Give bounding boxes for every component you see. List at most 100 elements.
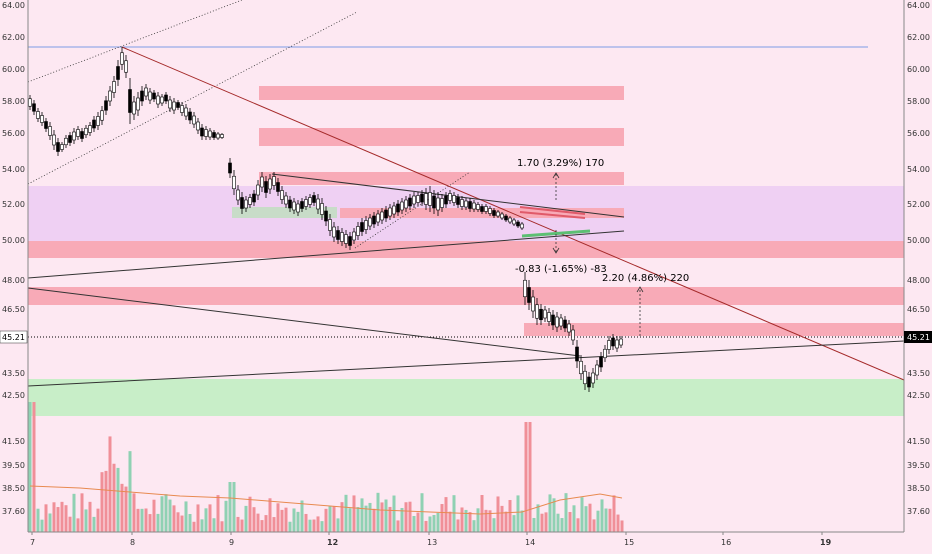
volume-bar [304, 513, 308, 532]
candle-body [308, 197, 312, 205]
candle-body [611, 337, 615, 347]
candle-body [539, 308, 543, 321]
volume-bar [340, 502, 344, 532]
volume-bar [560, 518, 564, 532]
volume-bar [488, 510, 492, 532]
candle-body [340, 232, 344, 242]
candle-body [204, 129, 208, 137]
green-pattern-line [521, 229, 591, 238]
right-tick-label: 58.00 [907, 97, 930, 106]
volume-bar [504, 511, 508, 532]
volume-bar [152, 499, 156, 532]
volume-bar [164, 494, 168, 532]
candle-body [104, 100, 108, 111]
volume-bar [324, 508, 328, 532]
volume-bar [172, 505, 176, 532]
volume-bar [276, 503, 280, 532]
volume-bar [444, 497, 448, 532]
volume-bar [428, 516, 432, 532]
volume-bar [44, 504, 48, 532]
candle-body [208, 130, 212, 138]
volume-bar [584, 506, 588, 532]
volume-bar [140, 508, 144, 532]
candle-body [156, 95, 160, 105]
candle-body [396, 203, 400, 213]
candle-body [436, 197, 440, 211]
candle-body [176, 102, 180, 108]
left-tick-label: 58.00 [2, 97, 25, 106]
volume-bar [612, 495, 616, 532]
candle-body [128, 89, 132, 113]
measure-down-label: -0.83 (-1.65%) -83 [515, 264, 607, 275]
candle-body [452, 195, 456, 203]
volume-bar [440, 504, 444, 532]
red-zone-5 [28, 241, 904, 258]
candle-body [320, 203, 324, 215]
candle-body [200, 127, 204, 137]
candle-body [615, 339, 619, 349]
candle-body [336, 230, 340, 240]
left-tick-label: 39.50 [2, 461, 25, 470]
right-tick-label: 41.50 [907, 437, 930, 446]
volume-bar [320, 521, 324, 532]
volume-bar [64, 505, 68, 532]
candle-body [120, 52, 124, 65]
volume-bar [184, 501, 188, 532]
red-zone-2 [259, 128, 624, 146]
candle-body [296, 203, 300, 213]
candle-body [240, 197, 244, 209]
volume-bar [48, 513, 52, 532]
candle-body [28, 98, 32, 107]
volume-bar [132, 493, 136, 532]
candle-body [132, 101, 136, 115]
volume-bar [84, 509, 88, 532]
candle-body [84, 127, 88, 136]
volume-bar [424, 520, 428, 532]
red-pattern-line-1 [519, 206, 586, 215]
candle-body [364, 220, 368, 230]
volume-bar [284, 507, 288, 532]
red-trendline [121, 46, 905, 381]
volume-bar [288, 521, 292, 532]
volume-bar [332, 506, 336, 532]
candle-body [376, 213, 380, 223]
volume-bar [532, 517, 536, 532]
triangle-top [271, 173, 625, 218]
volume-bar [68, 516, 72, 532]
right-tick-label: 54.00 [907, 165, 930, 174]
left-tick-label: 48.00 [2, 276, 25, 285]
channel-dotted-3 [354, 171, 471, 249]
candle-body [575, 346, 579, 362]
candle-body [124, 60, 128, 73]
candle-body [480, 206, 484, 212]
volume-bar [180, 515, 184, 532]
candle-body [264, 181, 268, 193]
candle-body [292, 201, 296, 211]
time-tick-label: 15 [624, 538, 634, 547]
volume-bar [396, 520, 400, 532]
candle-body [108, 90, 112, 102]
volume-bar [156, 513, 160, 532]
red-zone-6 [28, 287, 904, 305]
right-tick-label: 42.50 [907, 391, 930, 400]
volume-bar [328, 505, 332, 532]
volume-bar [524, 422, 528, 532]
volume-bar [528, 422, 532, 532]
candle-body [428, 192, 432, 206]
volume-bar [436, 512, 440, 532]
volume-bar [268, 498, 272, 532]
candle-body [504, 215, 508, 221]
volume-bar [608, 508, 612, 532]
volume-bar [576, 518, 580, 532]
candle-body [268, 178, 272, 190]
candle-body [276, 182, 280, 192]
right-tick-label: 39.50 [907, 461, 930, 470]
time-axis: 7 8 9 12 13 14 15 16 19 [28, 531, 904, 547]
volume-bar [404, 502, 408, 532]
candle-body [520, 223, 524, 229]
candle-body [328, 219, 332, 231]
volume-bar [300, 500, 304, 532]
volume-bar [196, 504, 200, 532]
